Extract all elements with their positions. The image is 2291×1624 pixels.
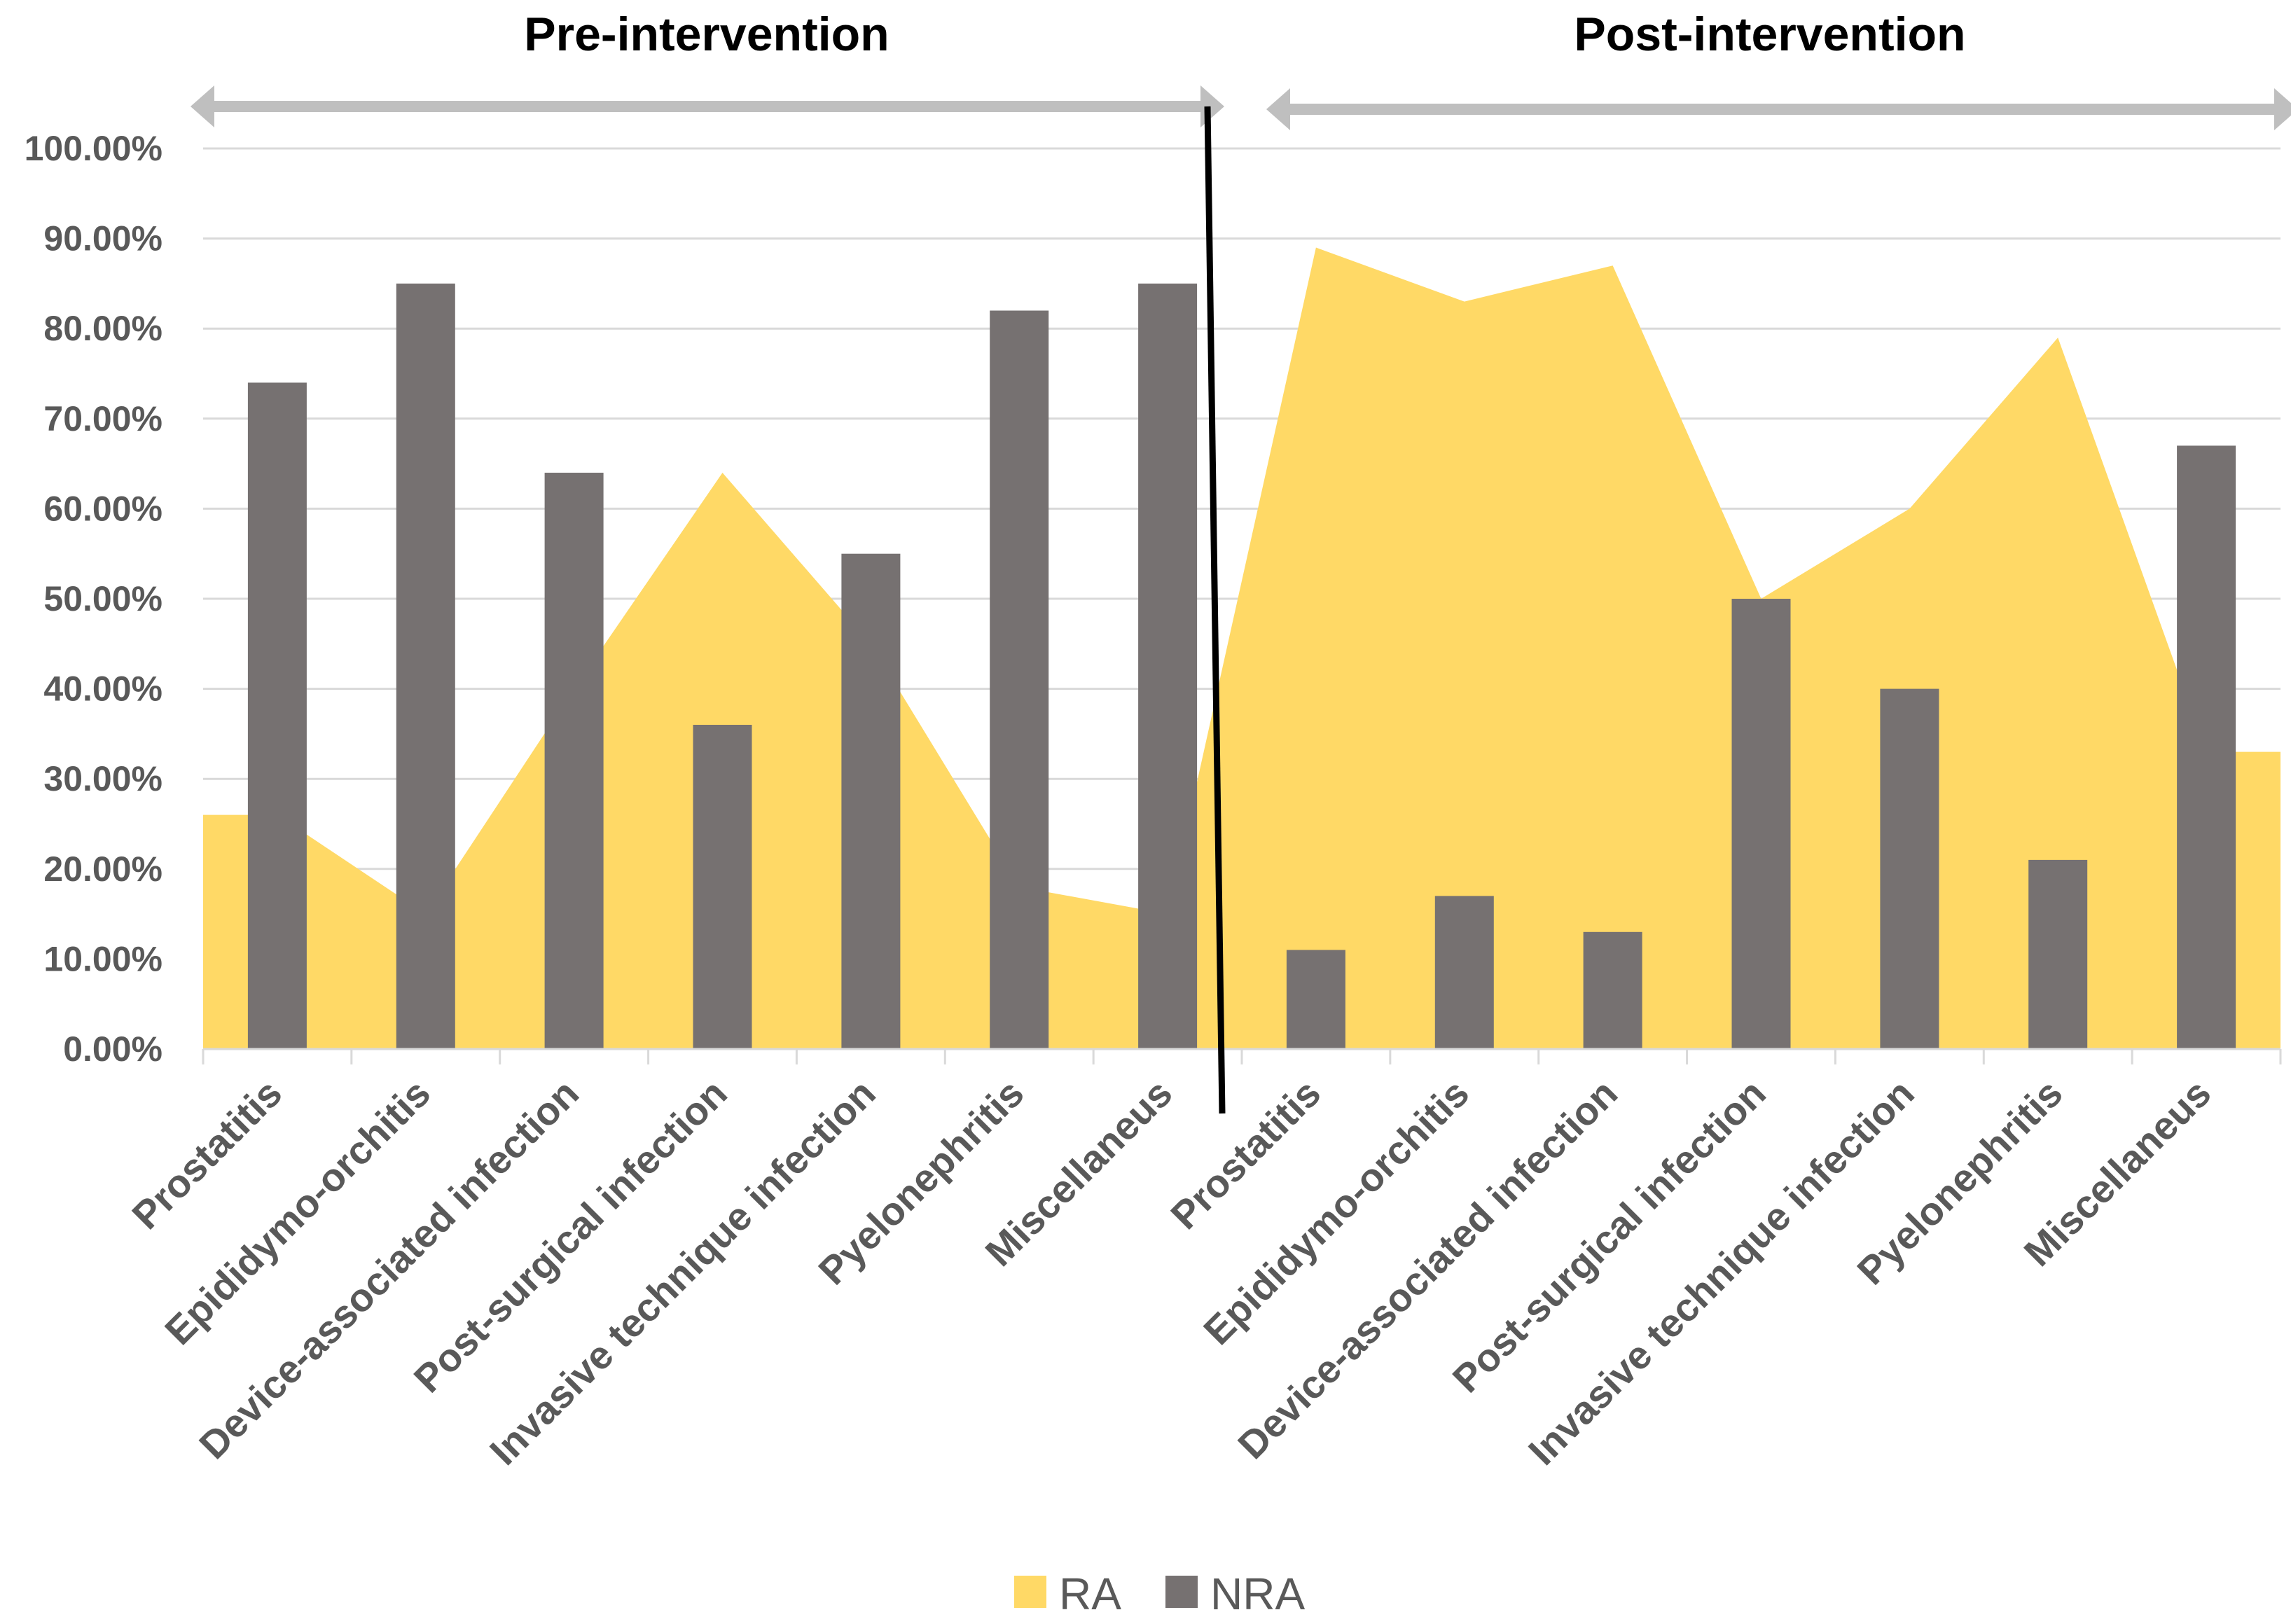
phase-arrow-post-intervention bbox=[1266, 88, 2291, 130]
y-tick-labels: 0.00% 10.00% 20.00% 30.00% 40.00% 50.00% 60.00… bbox=[25, 129, 162, 1069]
y-tick-label: 0.00% bbox=[63, 1029, 162, 1069]
nra-bar-4 bbox=[693, 725, 752, 1049]
y-tick-label: 70.00% bbox=[43, 399, 162, 438]
axes bbox=[202, 1048, 2282, 1064]
y-tick-label: 20.00% bbox=[43, 849, 162, 889]
phase-label-pre-intervention: Pre-intervention bbox=[524, 8, 889, 61]
y-tick-label: 40.00% bbox=[43, 669, 162, 709]
nra-bar-12 bbox=[1880, 688, 1939, 1049]
y-tick-label: 80.00% bbox=[43, 309, 162, 348]
y-tick-label: 90.00% bbox=[43, 219, 162, 258]
nra-bar-7 bbox=[1138, 283, 1198, 1049]
nra-bar-5 bbox=[841, 553, 901, 1049]
nra-bar-2 bbox=[396, 283, 455, 1049]
nra-bar-10 bbox=[1583, 931, 1642, 1049]
nra-bar-1 bbox=[247, 382, 307, 1049]
phase-markers: Pre-intervention Post-intervention bbox=[191, 8, 2291, 1114]
nra-bar-6 bbox=[990, 310, 1049, 1049]
y-tick-label: 60.00% bbox=[43, 489, 162, 528]
legend-swatch-ra bbox=[1014, 1576, 1046, 1608]
y-tick-label: 10.00% bbox=[43, 939, 162, 978]
nra-bar-layer bbox=[247, 283, 2236, 1049]
phase-label-post-intervention: Post-intervention bbox=[1574, 8, 1965, 61]
legend-label-ra: RA bbox=[1059, 1569, 1121, 1619]
x-category-label: Post-surgical infection bbox=[1444, 1071, 1774, 1401]
y-tick-label: 30.00% bbox=[43, 759, 162, 798]
phase-divider-line bbox=[1204, 106, 1226, 1114]
nra-bar-3 bbox=[544, 473, 604, 1049]
ra-area bbox=[203, 247, 2280, 1049]
y-tick-label: 100.00% bbox=[25, 129, 162, 168]
legend-label-nra: NRA bbox=[1210, 1569, 1305, 1619]
x-category-labels: ProstatitisEpididymo-orchitisDevice-asso… bbox=[123, 1071, 2219, 1473]
phase-arrow-pre-intervention bbox=[191, 85, 1224, 127]
y-tick-label: 50.00% bbox=[43, 579, 162, 618]
nra-bar-14 bbox=[2177, 445, 2236, 1049]
nra-bar-8 bbox=[1286, 950, 1345, 1049]
x-category-label: Post-surgical infection bbox=[406, 1071, 735, 1401]
x-category-label: Epididymo-orchitis bbox=[1195, 1071, 1477, 1353]
legend-swatch-nra bbox=[1165, 1576, 1198, 1608]
nra-bar-13 bbox=[2028, 859, 2088, 1049]
ra-area-layer bbox=[203, 247, 2280, 1049]
nra-bar-11 bbox=[1731, 599, 1791, 1049]
nra-bar-9 bbox=[1434, 896, 1494, 1049]
x-category-label: Epididymo-orchitis bbox=[156, 1071, 438, 1353]
legend: RA NRA bbox=[1014, 1569, 1305, 1619]
